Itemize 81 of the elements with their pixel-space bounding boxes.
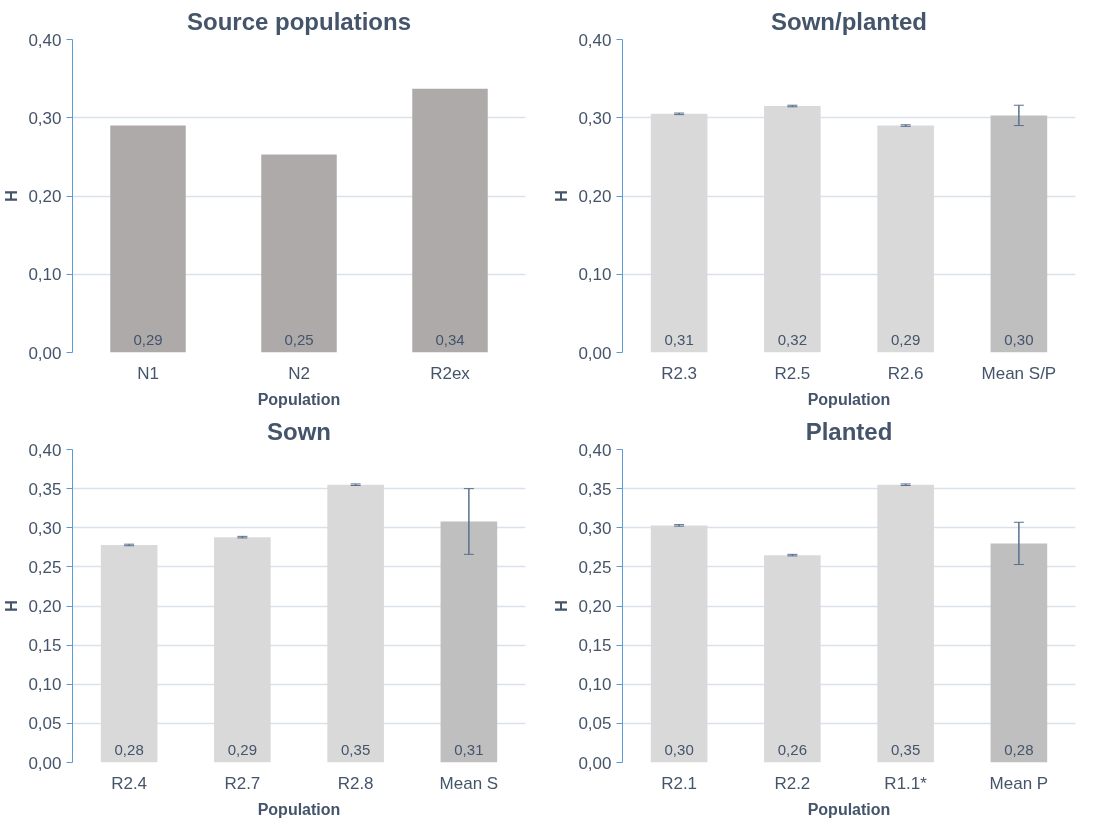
bar [214, 537, 271, 763]
data-label: 0,32 [777, 330, 807, 348]
y-tick-label: 0,40 [28, 30, 62, 50]
x-tick-label: R1.1* [884, 773, 928, 793]
bar [327, 484, 384, 763]
y-tick-label: 0,20 [28, 597, 62, 616]
x-tick-label: R2.8 [337, 773, 374, 793]
y-tick-label: 0,10 [578, 265, 612, 285]
x-tick-label: R2.4 [111, 773, 148, 793]
chart-title: Planted [805, 417, 893, 445]
x-axis-title: Population [807, 390, 891, 408]
y-tick-label: 0,00 [28, 753, 62, 773]
y-axis-title: H [3, 190, 21, 202]
data-label: 0,29 [891, 330, 921, 348]
x-tick-label: R2.3 [661, 363, 698, 383]
y-tick-label: 0,25 [28, 557, 62, 577]
y-tick-label: 0,30 [28, 518, 62, 538]
bar [650, 525, 708, 763]
x-tick-label: Mean S/P [981, 363, 1057, 383]
x-tick-label: N1 [137, 363, 159, 383]
data-label: 0,34 [435, 330, 465, 348]
y-tick-label: 0,10 [28, 265, 62, 285]
bar [261, 154, 337, 353]
y-tick-label: 0,40 [578, 440, 612, 460]
y-tick-label: 0,15 [28, 636, 62, 656]
data-label: 0,29 [227, 740, 257, 758]
data-label: 0,26 [777, 740, 807, 758]
y-tick-label: 0,35 [28, 479, 62, 499]
x-tick-label: N2 [288, 363, 310, 383]
x-tick-label: R2.2 [774, 773, 811, 793]
chart-title: Sown/planted [771, 7, 927, 35]
y-tick-label: 0,10 [28, 675, 62, 695]
y-tick-label: 0,10 [578, 675, 612, 695]
data-label: 0,35 [341, 740, 371, 758]
x-tick-label: R2.7 [224, 773, 261, 793]
chart-title: Sown [267, 417, 331, 445]
y-tick-label: 0,25 [578, 557, 612, 577]
y-tick-label: 0,30 [28, 108, 62, 128]
x-axis-title: Population [257, 390, 341, 408]
x-tick-label: R2.5 [774, 363, 811, 383]
x-tick-label: Mean P [989, 773, 1049, 793]
data-label: 0,35 [891, 740, 921, 758]
bar [110, 125, 186, 353]
data-label: 0,30 [664, 740, 694, 758]
bar [440, 521, 498, 763]
data-label: 0,29 [133, 330, 163, 348]
bar [100, 544, 158, 763]
y-tick-label: 0,15 [578, 636, 612, 656]
x-axis-title: Population [807, 800, 891, 818]
bar [990, 543, 1048, 763]
y-tick-label: 0,30 [578, 518, 612, 538]
data-label: 0,28 [114, 740, 144, 758]
y-tick-label: 0,20 [578, 187, 612, 206]
y-tick-label: 0,00 [578, 753, 612, 773]
x-axis-title: Population [257, 800, 341, 818]
data-label: 0,25 [284, 330, 314, 348]
y-tick-label: 0,00 [28, 343, 62, 363]
x-tick-label: Mean S [439, 773, 499, 793]
data-label: 0,31 [664, 330, 694, 348]
y-tick-label: 0,20 [578, 597, 612, 616]
data-label: 0,28 [1004, 740, 1034, 758]
y-tick-label: 0,00 [578, 343, 612, 363]
chart-title: Source populations [186, 7, 412, 35]
bar [412, 88, 488, 353]
bar [764, 555, 821, 763]
y-tick-label: 0,05 [578, 714, 612, 734]
x-tick-label: R2ex [430, 363, 471, 383]
bar [877, 484, 934, 763]
y-tick-label: 0,20 [28, 187, 62, 206]
x-tick-label: R2.6 [887, 363, 924, 383]
y-tick-label: 0,40 [578, 30, 612, 50]
y-tick-label: 0,40 [28, 440, 62, 460]
y-tick-label: 0,35 [578, 479, 612, 499]
y-axis-title: H [553, 600, 571, 612]
y-axis-title: H [3, 600, 21, 612]
y-tick-label: 0,30 [578, 108, 612, 128]
data-label: 0,30 [1004, 330, 1034, 348]
data-label: 0,31 [454, 740, 484, 758]
y-tick-label: 0,05 [28, 714, 62, 734]
x-tick-label: R2.1 [661, 773, 698, 793]
y-axis-title: H [553, 190, 571, 202]
